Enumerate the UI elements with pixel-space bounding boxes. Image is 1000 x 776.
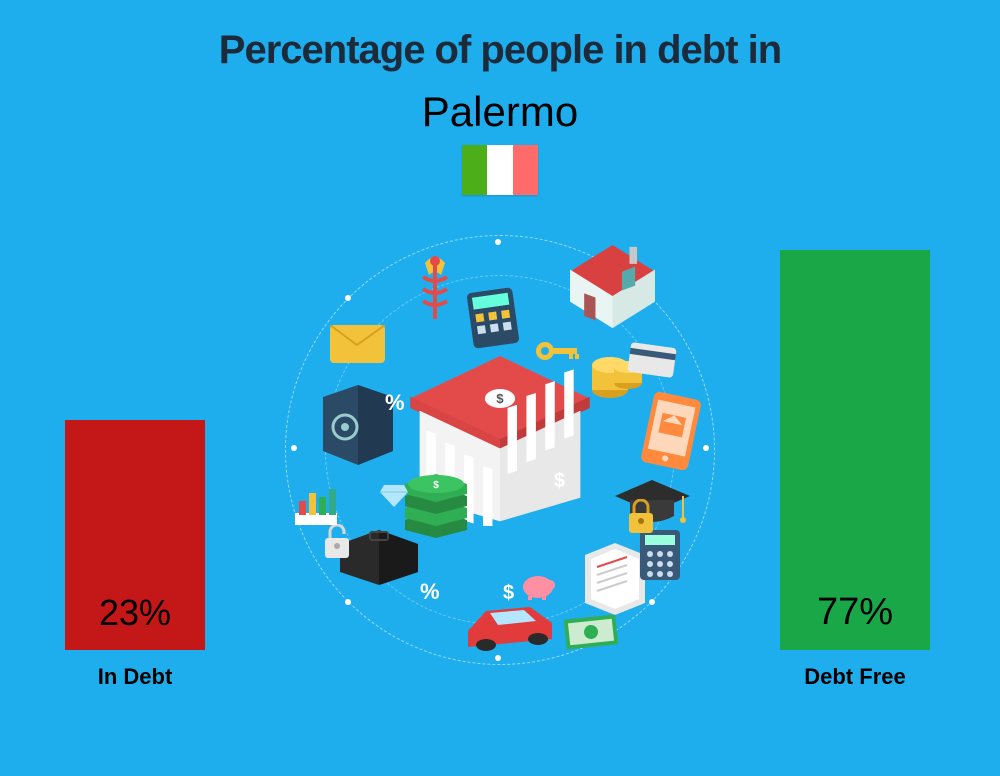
- envelope-icon: [330, 325, 385, 363]
- padlock-open-icon: [323, 524, 351, 560]
- piggybank-icon: [520, 572, 556, 600]
- bar-debt-free-value: 77%: [817, 591, 893, 634]
- percent-icon: %: [385, 390, 405, 416]
- svg-text:$: $: [433, 480, 439, 491]
- safe-icon: [323, 385, 393, 465]
- orbit-dot: [345, 599, 351, 605]
- orbit-dot: [495, 655, 501, 661]
- orbit-dot: [649, 599, 655, 605]
- bar-debt-free-rect: 77%: [780, 250, 930, 650]
- barchart-icon: [295, 485, 337, 525]
- calculator-icon: [640, 530, 680, 580]
- dollar-icon: $: [554, 470, 565, 493]
- page-title: Percentage of people in debt in: [0, 28, 1000, 73]
- orbit-dot: [345, 295, 351, 301]
- clipboard-icon: [585, 543, 645, 615]
- orbit-dot: [495, 239, 501, 245]
- car-icon: [460, 597, 560, 655]
- flag-stripe-1: [462, 145, 487, 195]
- page-subtitle: Palermo: [0, 88, 1000, 136]
- bar-in-debt-value: 23%: [99, 592, 171, 634]
- bar-in-debt-rect: 23%: [65, 420, 205, 650]
- bar-debt-free: 77% Debt Free: [780, 250, 930, 690]
- dollar-icon: $: [503, 582, 514, 605]
- diamond-icon: [380, 485, 408, 507]
- finance-collage-icon: $: [285, 235, 715, 665]
- key-icon: [535, 340, 580, 362]
- padlock-icon: [627, 499, 655, 535]
- credit-card-icon: [627, 342, 677, 378]
- percent-icon: %: [420, 579, 440, 605]
- bar-in-debt: 23% In Debt: [65, 420, 205, 690]
- caduceus-icon: [415, 255, 455, 325]
- bar-in-debt-label: In Debt: [98, 664, 173, 690]
- banknote-icon: [564, 614, 619, 649]
- svg-text:$: $: [496, 392, 504, 407]
- orbit-dot: [703, 445, 709, 451]
- flag-stripe-3: [513, 145, 538, 195]
- bar-debt-free-label: Debt Free: [804, 664, 905, 690]
- italy-flag-icon: [462, 145, 538, 195]
- briefcase-icon: [340, 530, 418, 585]
- flag-stripe-2: [487, 145, 512, 195]
- cash-stack-icon: $: [405, 470, 467, 538]
- calculator-top-icon: [466, 287, 519, 349]
- orbit-dot: [291, 445, 297, 451]
- house-icon: [565, 245, 660, 330]
